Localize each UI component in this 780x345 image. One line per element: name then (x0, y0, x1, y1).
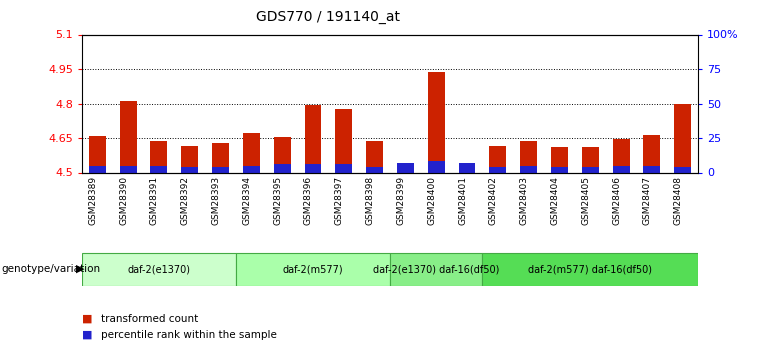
Bar (427, 161, 445, 172)
Text: daf-2(m577) daf-16(df50): daf-2(m577) daf-16(df50) (528, 264, 652, 274)
Text: ■: ■ (82, 330, 92, 339)
Text: daf-2(m577): daf-2(m577) (282, 264, 343, 274)
Bar (644, 166, 661, 172)
FancyBboxPatch shape (82, 253, 236, 286)
Bar (366, 141, 383, 172)
FancyBboxPatch shape (236, 253, 390, 286)
Text: transformed count: transformed count (101, 314, 199, 324)
FancyBboxPatch shape (390, 253, 482, 286)
Text: GSM28393: GSM28393 (211, 176, 221, 225)
Bar (151, 166, 168, 172)
Text: GSM28389: GSM28389 (88, 176, 98, 225)
Bar (119, 166, 136, 172)
Text: genotype/variation: genotype/variation (2, 264, 101, 274)
Bar (335, 109, 353, 172)
Text: GDS770 / 191140_at: GDS770 / 191140_at (256, 10, 399, 24)
Text: GSM28396: GSM28396 (304, 176, 313, 225)
Bar (551, 147, 568, 172)
Text: GSM28403: GSM28403 (519, 176, 529, 225)
Bar (243, 166, 260, 172)
Text: GSM28399: GSM28399 (396, 176, 406, 225)
Bar (644, 135, 661, 172)
Bar (612, 139, 629, 172)
Text: GSM28391: GSM28391 (150, 176, 159, 225)
Bar (243, 134, 260, 172)
Bar (520, 166, 537, 172)
Bar (89, 136, 106, 172)
Text: ■: ■ (82, 314, 92, 324)
Bar (582, 147, 599, 172)
Bar (397, 171, 414, 172)
Bar (181, 167, 198, 172)
Text: daf-2(e1370) daf-16(df50): daf-2(e1370) daf-16(df50) (373, 264, 499, 274)
Text: GSM28404: GSM28404 (551, 176, 559, 225)
Bar (551, 167, 568, 172)
Bar (274, 165, 291, 172)
Bar (459, 163, 476, 172)
Bar (366, 167, 383, 172)
Bar (489, 146, 506, 172)
Text: GSM28405: GSM28405 (581, 176, 590, 225)
Bar (89, 166, 106, 172)
Text: GSM28406: GSM28406 (612, 176, 621, 225)
Text: ▶: ▶ (76, 264, 85, 274)
Bar (274, 137, 291, 172)
Text: GSM28400: GSM28400 (427, 176, 436, 225)
Text: GSM28395: GSM28395 (273, 176, 282, 225)
Bar (119, 101, 136, 172)
Text: GSM28408: GSM28408 (674, 176, 682, 225)
Text: GSM28407: GSM28407 (643, 176, 652, 225)
Bar (674, 167, 691, 172)
FancyBboxPatch shape (482, 253, 698, 286)
Bar (304, 105, 321, 172)
Text: percentile rank within the sample: percentile rank within the sample (101, 330, 277, 339)
Bar (459, 170, 476, 172)
Text: GSM28397: GSM28397 (335, 176, 344, 225)
Text: GSM28390: GSM28390 (119, 176, 128, 225)
Bar (181, 146, 198, 172)
Bar (212, 167, 229, 172)
Bar (212, 142, 229, 172)
Bar (612, 166, 629, 172)
Bar (582, 167, 599, 172)
Bar (674, 104, 691, 172)
Text: GSM28392: GSM28392 (181, 176, 190, 225)
Text: GSM28398: GSM28398 (366, 176, 374, 225)
Bar (427, 72, 445, 172)
Text: GSM28394: GSM28394 (243, 176, 251, 225)
Bar (489, 167, 506, 172)
Bar (397, 163, 414, 172)
Bar (151, 141, 168, 172)
Text: daf-2(e1370): daf-2(e1370) (127, 264, 190, 274)
Bar (304, 165, 321, 172)
Bar (520, 141, 537, 172)
Text: GSM28402: GSM28402 (489, 176, 498, 225)
Text: GSM28401: GSM28401 (458, 176, 467, 225)
Bar (335, 165, 353, 172)
